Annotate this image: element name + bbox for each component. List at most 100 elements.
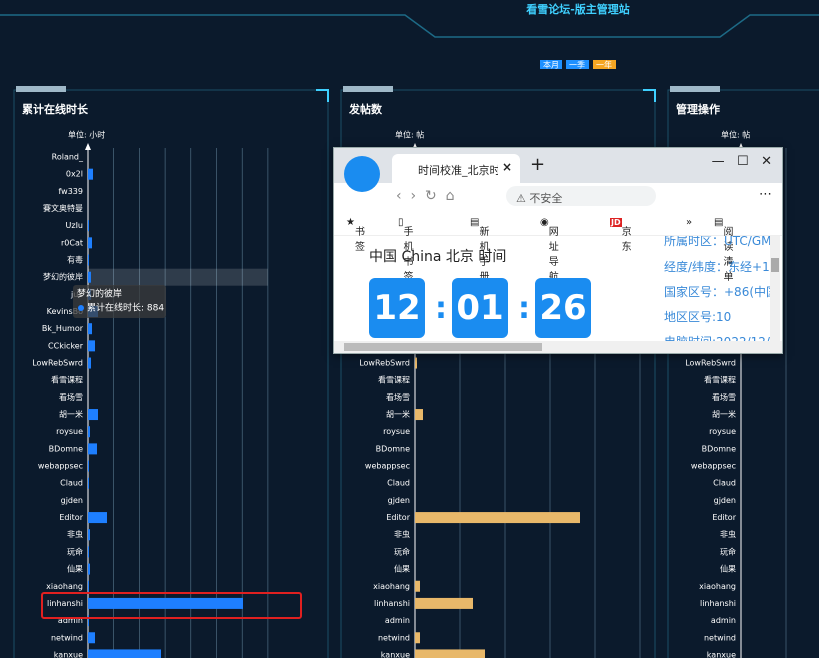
category-label: BDomne <box>49 444 83 453</box>
bar <box>415 409 423 421</box>
page-content: 中国 China 北京 时间 12 : 01 : 26 所属时区：UTC/GMT… <box>334 236 782 341</box>
panel-corner <box>316 89 329 102</box>
category-label: 看场雪 <box>712 393 736 402</box>
category-label: 看场雪 <box>386 393 410 402</box>
panel-corner <box>343 86 393 92</box>
category-label: 胡一米 <box>386 409 410 419</box>
category-label: 仙果 <box>720 564 736 574</box>
bar <box>415 512 580 524</box>
category-label: BDomne <box>702 444 736 453</box>
category-label: fw339 <box>59 187 84 196</box>
bookmark[interactable]: ▤ 新机手册 <box>470 217 489 283</box>
bar <box>415 597 473 609</box>
panel-corner <box>670 86 720 92</box>
category-label: BDomne <box>376 444 410 453</box>
category-label: 玩命 <box>394 546 410 556</box>
category-label: 非虫 <box>394 529 410 539</box>
category-label: 0x2l <box>66 170 83 179</box>
category-label: Editor <box>386 513 410 522</box>
category-label: gjden <box>388 496 410 505</box>
category-label: admin <box>711 616 736 625</box>
category-label: gjden <box>61 496 83 505</box>
bookmark[interactable]: ◉ 网址导航 <box>540 217 559 283</box>
reading-list-label[interactable]: 阅读清单 <box>723 227 734 283</box>
bookmark[interactable]: ★ 书签 <box>346 217 365 253</box>
category-label: Claud <box>60 479 83 488</box>
category-label: r0Cat <box>61 238 83 247</box>
category-label: 胡一米 <box>712 409 736 419</box>
category-label: kanxue <box>707 650 736 658</box>
category-label: xiaohang <box>46 582 83 591</box>
category-label: webappsec <box>365 462 410 471</box>
bar <box>88 323 92 335</box>
period-button[interactable] <box>540 60 562 69</box>
bar <box>88 426 90 438</box>
bar <box>88 649 161 658</box>
bar <box>88 168 93 180</box>
category-label: Claud <box>713 479 736 488</box>
period-label[interactable]: 一年 <box>596 60 612 70</box>
clock-sep: : <box>435 291 447 326</box>
period-button[interactable] <box>593 60 616 69</box>
info-line: 电脑时间:2022/12/0 <box>664 333 772 341</box>
bookmark-label[interactable]: 手机书签 <box>403 227 414 283</box>
panel-frame <box>340 89 656 658</box>
category-label: netwind <box>378 633 410 642</box>
category-label: Editor <box>712 513 736 522</box>
category-label: webappsec <box>38 462 83 471</box>
category-label: netwind <box>51 633 83 642</box>
category-label: roysue <box>709 427 736 436</box>
tooltip-box <box>73 285 166 318</box>
category-label: 看雪课程 <box>704 376 736 385</box>
browser-window: 时间校准_北京时 × + — ☐ ✕ ‹ › ↻ ⌂ ⚠ 不安全 ⋯ ★ 书签 ▯… <box>333 147 783 354</box>
category-label: Editor <box>59 513 83 522</box>
bar <box>415 649 485 658</box>
category-label: 非虫 <box>720 529 736 539</box>
info-line: 国家区号：+86(中国 <box>664 285 772 299</box>
bookmark-label[interactable]: 京东 <box>621 227 632 253</box>
category-label: xiaohang <box>699 582 736 591</box>
category-label: 看雪课程 <box>51 376 83 385</box>
security-label: 不安全 <box>529 192 563 205</box>
panel-frame <box>667 89 819 658</box>
bar <box>88 237 92 249</box>
site-title: 看雪论坛-版主管理站 <box>526 2 630 16</box>
browser-logo <box>344 156 380 192</box>
jd-icon[interactable]: JD <box>610 218 622 227</box>
category-label: kanxue <box>381 650 410 658</box>
panel-corner <box>643 89 656 102</box>
unit-label: 单位: 小时 <box>68 130 105 140</box>
unit-label: 单位: 帖 <box>721 130 750 140</box>
bookmark-label[interactable]: 新机手册 <box>479 227 490 283</box>
bookmark-label[interactable]: 书签 <box>354 227 365 253</box>
period-label[interactable]: 一季 <box>569 60 585 70</box>
bar <box>88 580 89 592</box>
bar <box>88 443 97 455</box>
bookmark[interactable]: ▯ 手机书签 <box>398 217 414 283</box>
tab-title[interactable]: 时间校准_北京时 <box>418 164 498 177</box>
category-label: 梦幻的彼岸 <box>43 272 83 282</box>
bar <box>88 220 89 232</box>
tab[interactable]: 时间校准_北京时 × <box>392 154 520 183</box>
bar <box>88 512 107 524</box>
clock-minutes: 01 <box>452 278 508 338</box>
header-frame <box>0 14 819 38</box>
bookmark-label[interactable]: 网址导航 <box>548 227 559 283</box>
category-label: linhanshi <box>700 599 736 608</box>
toolbar: ‹ › ↻ ⌂ ⚠ 不安全 ⋯ <box>396 186 772 206</box>
period-label[interactable]: 本月 <box>543 60 559 70</box>
tooltip-title: 梦幻的彼岸 <box>77 288 122 300</box>
category-label: 玩命 <box>67 546 83 556</box>
bookmark[interactable]: JD 京东 <box>610 217 632 253</box>
clock-hours: 12 <box>369 278 425 338</box>
info-line: 经度/纬度：东经+1 <box>664 260 770 274</box>
category-label: gjden <box>714 496 736 505</box>
bar <box>88 632 95 644</box>
category-label: netwind <box>704 633 736 642</box>
axis-arrow <box>85 143 91 150</box>
bar <box>88 340 95 352</box>
period-button[interactable] <box>566 60 589 69</box>
info-line: 地区区号:10 <box>664 310 732 324</box>
reading-list[interactable]: ▤ 阅读清单 <box>714 217 734 283</box>
